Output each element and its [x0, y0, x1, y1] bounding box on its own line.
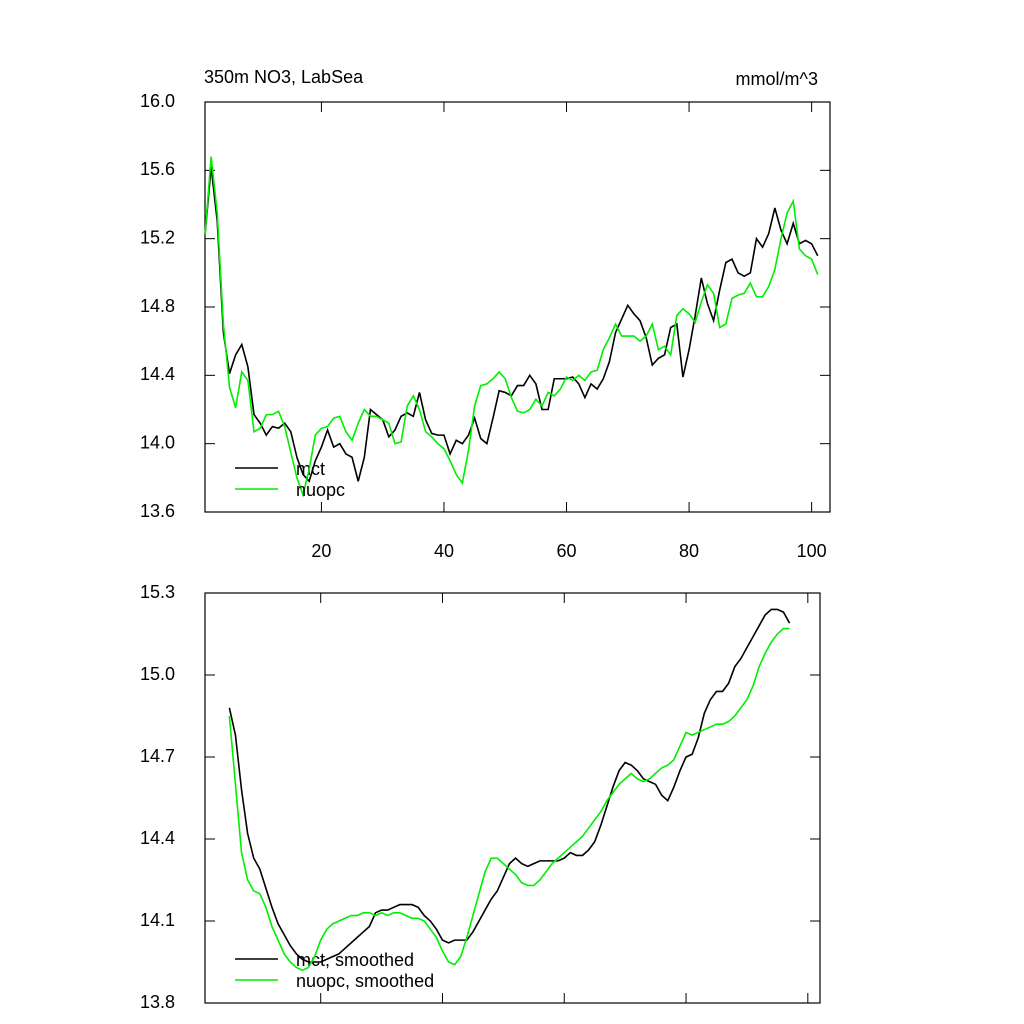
y-tick-label: 15.2	[140, 227, 175, 247]
x-tick-label: 40	[434, 541, 454, 561]
legend-label: nuopc	[296, 480, 345, 500]
y-tick-label: 14.0	[140, 432, 175, 452]
y-tick-label: 14.8	[140, 296, 175, 316]
y-tick-label: 15.0	[140, 664, 175, 684]
series-line	[228, 627, 790, 972]
legend-label: mct, smoothed	[296, 950, 414, 970]
y-tick-label: 13.6	[140, 501, 175, 521]
legend-label: mct	[296, 459, 325, 479]
x-tick-label: 20	[311, 541, 331, 561]
y-tick-label: 14.4	[140, 828, 175, 848]
y-tick-label: 16.0	[140, 91, 175, 111]
plot-frame	[204, 592, 821, 1004]
units-label: mmol/m^3	[736, 69, 818, 89]
y-tick-label: 14.1	[140, 910, 175, 930]
series-line	[228, 608, 791, 963]
y-tick-label: 14.7	[140, 746, 175, 766]
y-tick-label: 13.8	[140, 992, 175, 1012]
series-line	[204, 156, 819, 498]
y-tick-label: 14.4	[140, 364, 175, 384]
legend-label: nuopc, smoothed	[296, 971, 434, 991]
plot-frame	[204, 101, 831, 513]
chart-title: 350m NO3, LabSea	[204, 67, 364, 87]
y-tick-label: 15.6	[140, 159, 175, 179]
x-tick-label: 60	[557, 541, 577, 561]
x-tick-label: 100	[797, 541, 827, 561]
y-tick-label: 15.3	[140, 582, 175, 602]
x-tick-label: 80	[679, 541, 699, 561]
